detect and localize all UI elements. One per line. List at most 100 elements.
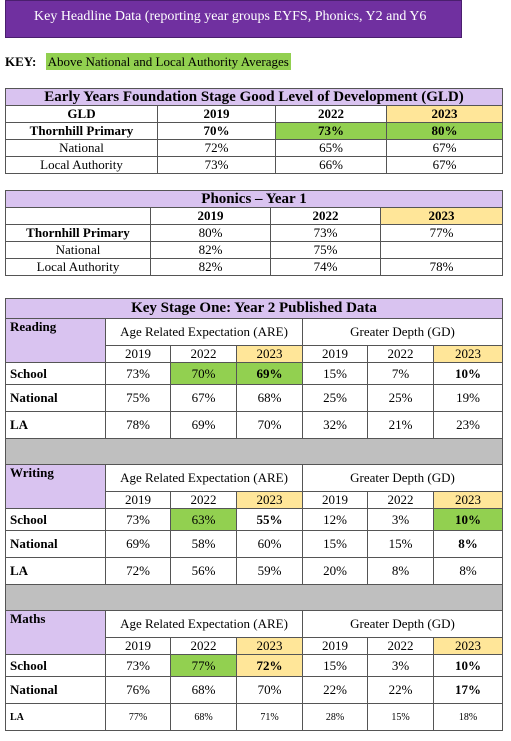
value-cell: 67% [386,139,503,157]
column-header: 2022 [275,105,387,123]
row-label: LA [5,703,106,731]
separator-row [5,438,503,465]
value-cell: 70% [170,362,237,385]
value-cell: 73% [105,654,171,677]
value-cell: 17% [433,676,503,704]
value-cell: 10% [433,654,503,677]
value-cell: 68% [170,676,237,704]
year-header: 2019 [105,491,171,509]
row-label: School [5,362,106,385]
group-header: Greater Depth (GD) [302,610,503,638]
key-text: Above National and Local Authority Avera… [45,53,291,70]
row-label: LA [5,411,106,439]
year-header: 2019 [302,637,368,655]
row-label: National [5,676,106,704]
year-header: 2019 [302,491,368,509]
value-cell [380,241,503,259]
year-header: 2022 [170,637,237,655]
column-header: 2023 [380,207,503,225]
column-header: 2019 [157,105,276,123]
column-header: 2023 [386,105,503,123]
value-cell: 68% [236,384,303,412]
row-label: National [5,241,151,259]
value-cell: 32% [302,411,368,439]
value-cell: 8% [433,557,503,585]
row-label: National [5,384,106,412]
group-header: Age Related Expectation (ARE) [105,610,303,638]
year-header: 2022 [170,345,237,363]
value-cell: 72% [105,557,171,585]
year-header: 2019 [302,345,368,363]
value-cell: 73% [105,508,171,531]
value-cell: 15% [367,530,434,558]
value-cell: 12% [302,508,368,531]
row-label: Local Authority [5,156,158,174]
value-cell: 67% [386,156,503,174]
value-cell: 77% [105,703,171,731]
year-header: 2019 [105,345,171,363]
subject-label: Reading [5,318,106,363]
table-title: Phonics – Year 1 [5,190,503,208]
value-cell: 80% [150,224,271,242]
blank-cell [5,207,151,225]
year-header: 2023 [236,345,303,363]
year-header: 2023 [433,491,503,509]
value-cell: 15% [367,703,434,731]
year-header: 2023 [236,491,303,509]
value-cell: 59% [236,557,303,585]
column-header: GLD [5,105,158,123]
value-cell: 71% [236,703,303,731]
value-cell: 69% [105,530,171,558]
value-cell: 58% [170,530,237,558]
value-cell: 15% [302,654,368,677]
value-cell: 69% [170,411,237,439]
value-cell: 69% [236,362,303,385]
value-cell: 28% [302,703,368,731]
key-label: KEY: [5,54,37,69]
year-header: 2022 [367,637,434,655]
column-header: 2019 [150,207,271,225]
value-cell: 82% [150,241,271,259]
value-cell: 73% [270,224,381,242]
value-cell: 73% [275,122,387,140]
value-cell: 66% [275,156,387,174]
header-title: Key Headline Data (reporting year groups… [34,9,427,24]
value-cell: 8% [367,557,434,585]
year-header: 2023 [236,637,303,655]
group-header: Greater Depth (GD) [302,318,503,346]
value-cell: 65% [275,139,387,157]
value-cell: 82% [150,258,271,276]
value-cell: 10% [433,362,503,385]
value-cell: 23% [433,411,503,439]
value-cell: 78% [380,258,503,276]
value-cell: 8% [433,530,503,558]
value-cell: 72% [236,654,303,677]
row-label: National [5,139,158,157]
group-header: Greater Depth (GD) [302,464,503,492]
value-cell: 20% [302,557,368,585]
value-cell: 18% [433,703,503,731]
value-cell: 7% [367,362,434,385]
value-cell: 19% [433,384,503,412]
table-title: Early Years Foundation Stage Good Level … [5,88,503,106]
value-cell: 22% [302,676,368,704]
subject-label: Writing [5,464,106,509]
value-cell: 67% [170,384,237,412]
year-header: 2019 [105,637,171,655]
value-cell: 22% [367,676,434,704]
value-cell: 73% [157,156,276,174]
value-cell: 25% [367,384,434,412]
group-header: Age Related Expectation (ARE) [105,318,303,346]
year-header: 2022 [170,491,237,509]
value-cell: 56% [170,557,237,585]
subject-label: Maths [5,610,106,655]
value-cell: 77% [170,654,237,677]
value-cell: 21% [367,411,434,439]
value-cell: 60% [236,530,303,558]
row-label: Thornhill Primary [5,122,158,140]
value-cell: 80% [386,122,503,140]
value-cell: 10% [433,508,503,531]
column-header: 2022 [270,207,381,225]
value-cell: 74% [270,258,381,276]
key: KEY: Above National and Local Authority … [5,53,291,70]
